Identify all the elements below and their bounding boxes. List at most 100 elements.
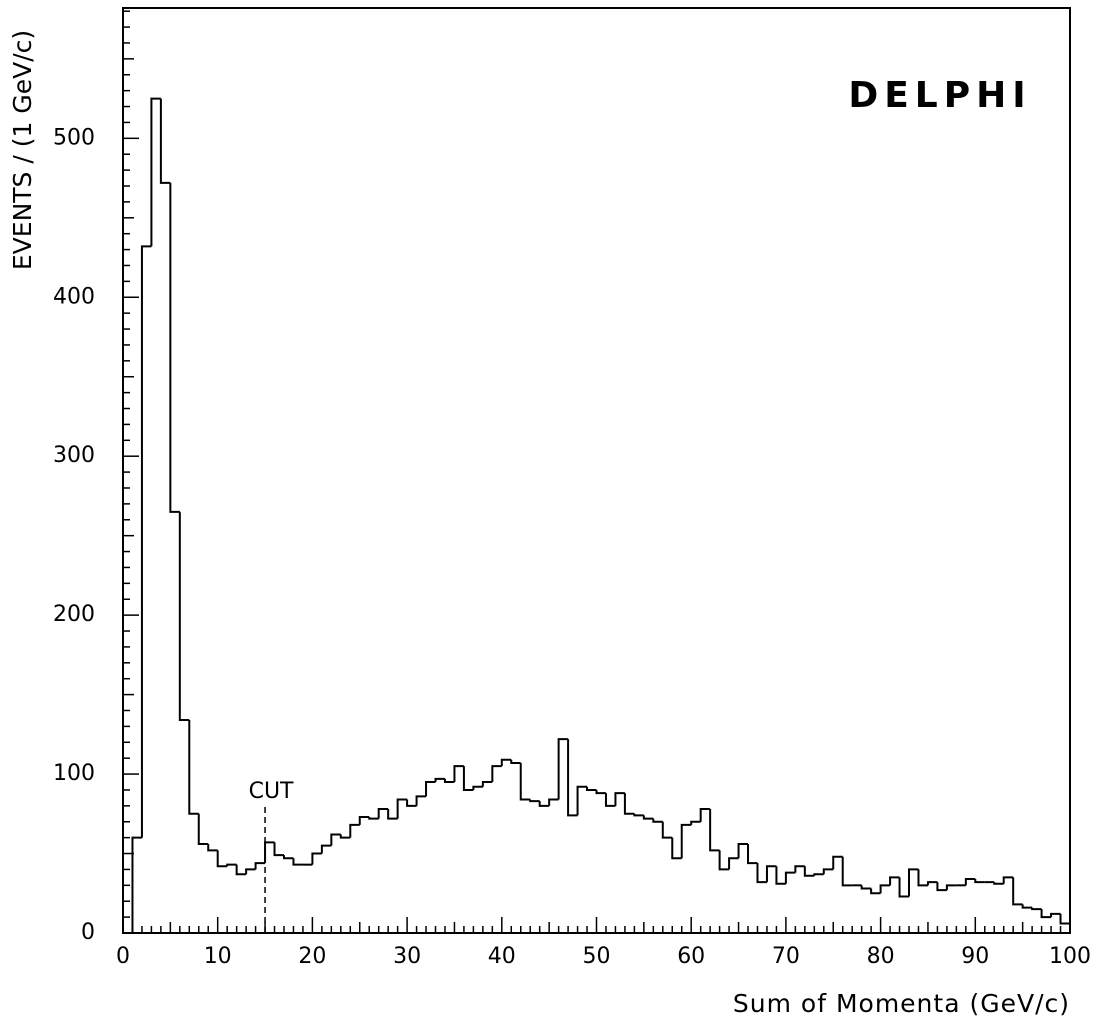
histogram-step [803, 866, 815, 877]
histogram-step [131, 836, 142, 933]
histogram-step [159, 98, 171, 184]
histogram-step [339, 834, 351, 839]
chart-title: DELPHI [848, 75, 1031, 116]
x-tick-label: 90 [961, 944, 989, 969]
histogram-step [718, 850, 730, 871]
histogram-step [794, 865, 805, 873]
histogram-step [387, 809, 398, 820]
histogram-step [311, 852, 322, 865]
histogram-step [908, 868, 919, 897]
histogram-step [680, 823, 692, 859]
histogram-step [993, 882, 1004, 885]
x-tick-label: 100 [1049, 944, 1091, 969]
histogram-step [273, 842, 284, 857]
histogram-step [491, 765, 502, 783]
histogram-step [150, 97, 161, 247]
histogram-step [586, 786, 597, 791]
x-tick-label: 70 [772, 944, 800, 969]
histogram-step [500, 758, 512, 767]
histogram-step [425, 781, 436, 797]
histogram-step [756, 863, 767, 884]
histogram-step [974, 878, 985, 884]
histogram-step [207, 843, 218, 852]
histogram-step [557, 738, 569, 800]
histogram-step [567, 739, 578, 817]
histogram-step [926, 881, 938, 886]
histogram-step [765, 865, 777, 883]
histogram-step [349, 823, 360, 838]
histogram-step [292, 858, 303, 866]
histogram-step [604, 793, 616, 807]
histogram-step [784, 871, 796, 884]
histogram-step [642, 815, 654, 820]
histogram-step [822, 868, 834, 875]
histogram-step [368, 816, 379, 820]
histogram-step [661, 821, 673, 839]
histogram-step [917, 869, 928, 887]
histogram-step [633, 813, 644, 817]
histogram-step [510, 759, 521, 764]
histogram-step [188, 720, 199, 815]
histogram-step [1050, 912, 1061, 918]
histogram-step [169, 182, 180, 513]
histogram-step [538, 801, 550, 807]
x-tick-label: 80 [867, 944, 895, 969]
histogram-step [443, 778, 455, 784]
histogram-step [197, 813, 209, 845]
histogram-step [254, 862, 266, 870]
histogram-step [652, 818, 663, 823]
histogram-step [434, 777, 445, 783]
histogram-step [235, 864, 247, 876]
y-tick-label: 0 [81, 920, 95, 945]
histogram-step [709, 809, 720, 852]
histogram-step [699, 808, 711, 822]
histogram-step [964, 877, 976, 886]
annotation: CUT [249, 779, 294, 804]
x-tick-label: 0 [116, 944, 130, 969]
histogram-step [595, 789, 606, 795]
histogram-step [614, 792, 625, 806]
histogram-step [377, 808, 389, 819]
histogram-step [472, 785, 483, 790]
histogram-step [1012, 877, 1023, 906]
y-tick-label: 400 [53, 284, 95, 309]
histogram-step [245, 868, 256, 875]
histogram-step [860, 885, 872, 890]
x-tick-label: 30 [393, 944, 421, 969]
histogram-step [747, 843, 758, 865]
histogram-step [462, 766, 474, 791]
histogram-step [1002, 876, 1014, 884]
histogram-step [548, 798, 559, 806]
histogram-step [264, 841, 275, 864]
histogram-step [1021, 904, 1033, 909]
histogram-step [226, 863, 237, 867]
histogram-step [519, 762, 531, 801]
histogram-step [282, 855, 294, 860]
histogram-step [396, 798, 408, 819]
histogram-step [832, 855, 843, 870]
histogram-step [870, 888, 881, 895]
histogram-step [453, 765, 464, 783]
x-axis-label: Sum of Momenta (GeV/c) [733, 989, 1070, 1018]
histogram-step [671, 837, 682, 860]
histogram-step [358, 815, 370, 825]
histogram-step [945, 884, 957, 891]
histogram-step [728, 857, 739, 870]
x-tick-label: 20 [298, 944, 326, 969]
histogram-step [481, 781, 493, 787]
histogram-step [936, 882, 947, 892]
histogram-step [140, 245, 152, 838]
y-tick-label: 300 [53, 443, 95, 468]
y-tick-label: 100 [53, 761, 95, 786]
histogram-step [529, 799, 540, 803]
histogram-step [415, 795, 427, 806]
x-tick-label: 50 [583, 944, 611, 969]
histogram-step [690, 820, 701, 825]
histogram-step [178, 511, 190, 722]
histogram-step [1031, 907, 1042, 911]
histogram-step [737, 842, 749, 859]
histogram-step [330, 833, 341, 846]
y-axis-label: EVENTS / (1 GeV/c) [8, 30, 37, 270]
x-tick-label: 10 [204, 944, 232, 969]
